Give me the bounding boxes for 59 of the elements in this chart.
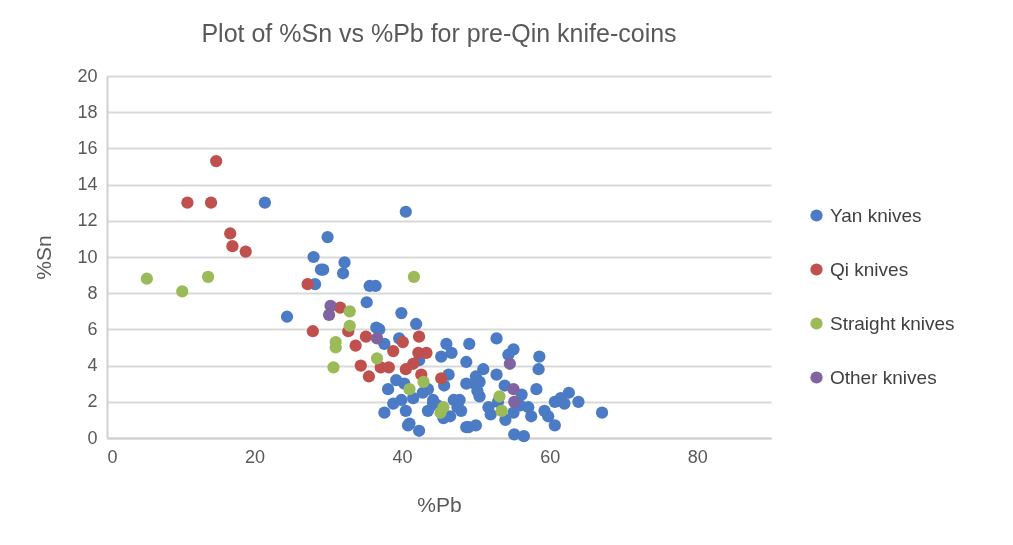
y-tick-label: 20 [77,65,98,86]
point [396,335,409,349]
point [354,359,367,372]
x-tick-label: 80 [687,446,708,467]
point [435,372,448,385]
legend-label: Yan knives [830,204,922,226]
y-tick-label: 2 [87,391,98,412]
y-tick-label: 14 [77,174,98,195]
point [140,272,153,285]
legend-label: Straight knives [830,312,955,334]
point [407,270,421,284]
point [507,383,520,396]
point [495,404,508,417]
point [210,154,223,168]
point [322,308,336,322]
point [343,319,356,332]
point [204,196,218,209]
point [493,390,506,403]
legend-label: Qi knives [830,258,909,280]
point [226,240,239,253]
point [181,196,194,209]
point [327,361,340,374]
x-tick-label: 0 [107,446,118,467]
chart-title: Plot of %Sn vs %Pb for pre-Qin knife-coins [201,19,677,47]
x-axis-title: %Pb [417,492,462,516]
x-tick-label: 40 [392,446,413,467]
point [176,285,189,298]
point [412,330,426,343]
point [306,325,319,338]
y-tick-label: 0 [87,427,98,448]
point [343,305,356,318]
y-tick-label: 4 [87,355,98,376]
point [407,357,420,370]
point [387,345,400,358]
y-tick-label: 18 [77,101,98,122]
y-tick-label: 6 [87,318,98,339]
y-tick-label: 12 [77,210,98,231]
point [370,332,384,345]
y-tick-label: 8 [87,282,98,303]
point [362,370,376,383]
x-tick-label: 60 [540,446,561,467]
x-tick-label: 20 [245,446,266,467]
y-tick-label: 10 [77,246,98,267]
point [201,270,215,284]
point [420,346,433,360]
point [403,383,416,396]
point [370,352,384,365]
point [434,406,447,419]
point [508,395,521,408]
point [359,330,373,343]
legend-label: Other knives [830,366,937,388]
point [239,245,252,258]
point [349,339,362,352]
point [417,375,430,388]
y-axis-title: %Sn [32,235,56,280]
point [503,357,516,370]
y-tick-label: 16 [77,137,98,158]
point [224,227,237,240]
point [301,278,314,291]
